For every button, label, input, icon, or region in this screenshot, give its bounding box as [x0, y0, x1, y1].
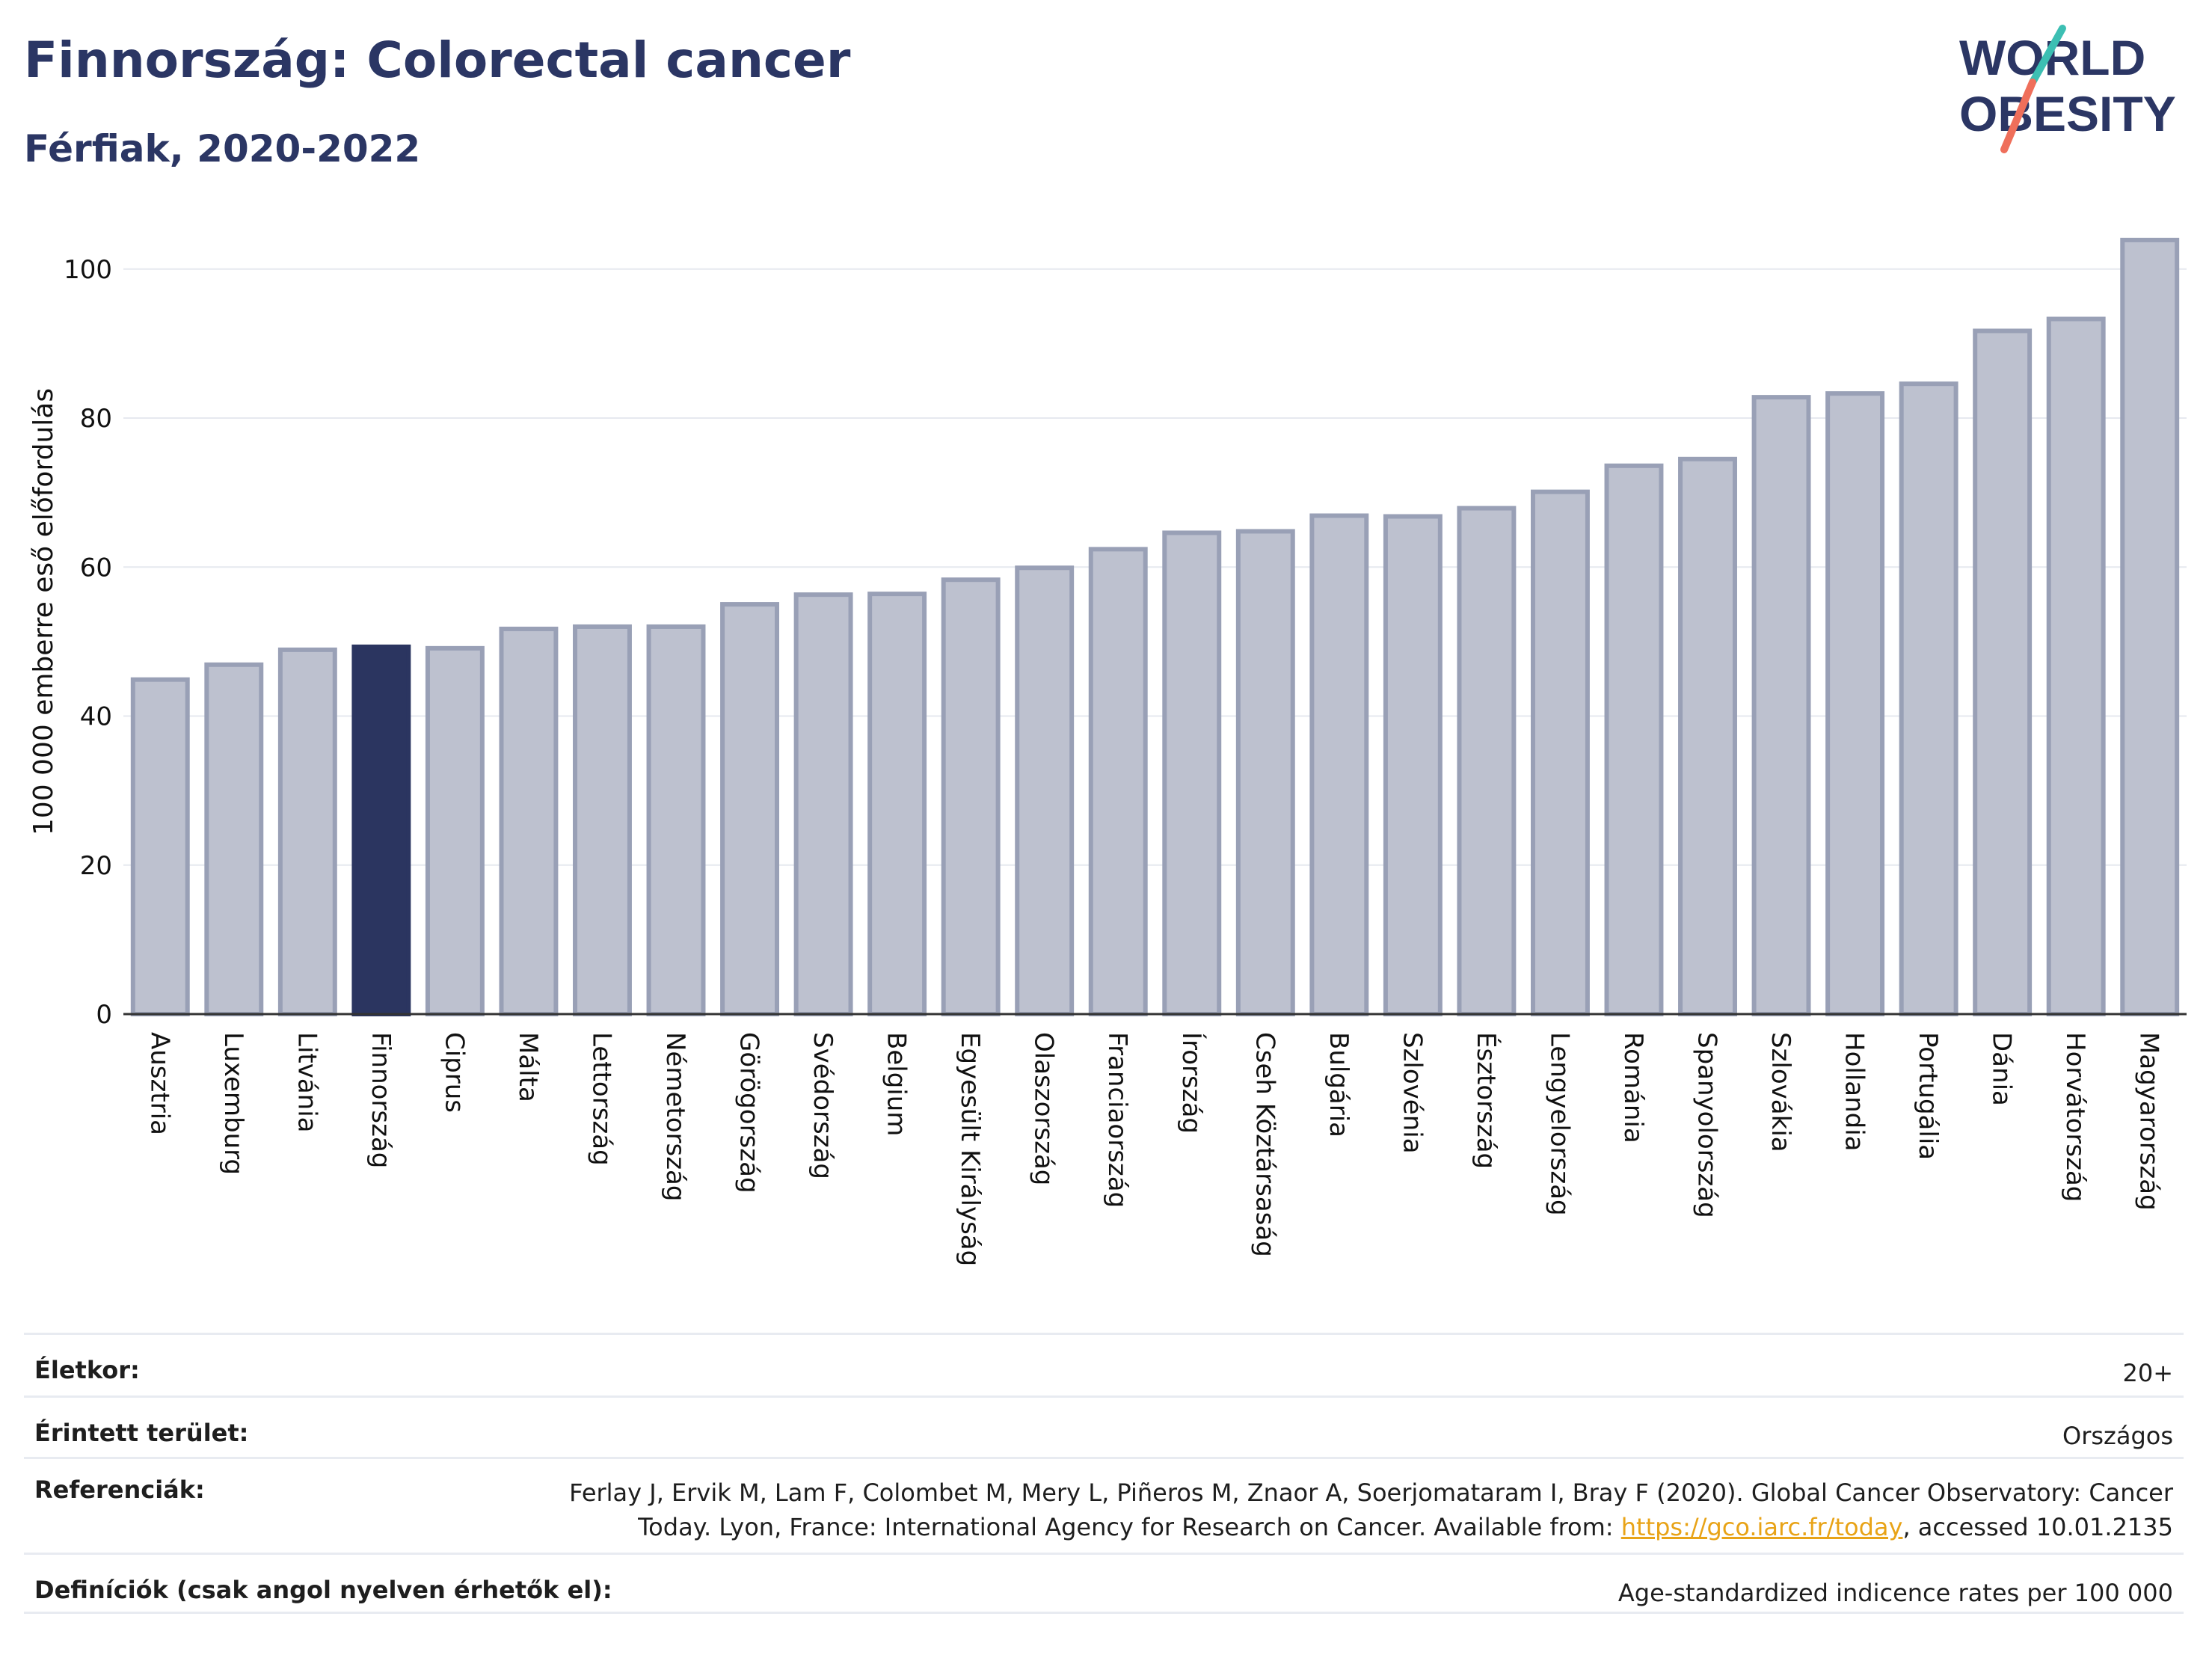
bar	[1309, 513, 1369, 1016]
x-tick-label: Málta	[513, 1032, 543, 1102]
x-tick-label: Egyesült Királyság	[955, 1032, 985, 1266]
meta-label-age: Életkor:	[34, 1356, 140, 1384]
y-tick-label: 20	[80, 851, 112, 881]
meta-row-definitions: Definíciók (csak angol nyelven érhetők e…	[24, 1553, 2184, 1614]
bar	[425, 645, 485, 1016]
x-tick-label: Lettország	[586, 1032, 616, 1166]
bar-chart: 0 20 40 60 80 100 100 000 emberre eső előfordu…	[28, 237, 2187, 1266]
x-tick-label: Portugália	[1913, 1032, 1943, 1160]
x-tick-label: Írország	[1176, 1032, 1207, 1134]
metadata-table: Életkor: 20+ Érintett terület: Országos …	[24, 1333, 2184, 1614]
bar	[277, 647, 337, 1016]
x-tick-label: Szlovákia	[1766, 1032, 1795, 1152]
bar	[1015, 565, 1075, 1016]
bar	[573, 624, 632, 1016]
x-tick-label: Luxemburg	[218, 1032, 248, 1175]
x-tick-label: Hollandia	[1840, 1032, 1870, 1152]
bar	[941, 577, 1001, 1016]
x-tick-label: Magyarország	[2134, 1032, 2164, 1211]
bar	[2046, 316, 2106, 1016]
x-tick-label: Svédország	[808, 1032, 838, 1179]
x-tick-label: Görögország	[734, 1032, 764, 1194]
reference-link[interactable]: https://gco.iarc.fr/today	[1620, 1513, 1903, 1541]
x-tick-label: Észtország	[1471, 1032, 1502, 1169]
bar	[1973, 328, 2033, 1016]
x-tick-label: Ausztria	[144, 1032, 174, 1135]
bar	[720, 602, 780, 1016]
meta-row-references: Referenciák: Ferlay J, Ervik M, Lam F, C…	[24, 1457, 2184, 1553]
logo-text-obesity: OBESITY	[1959, 86, 2176, 141]
x-tick-label: Románia	[1618, 1032, 1648, 1143]
y-axis-label: 100 000 emberre eső előfordulás	[28, 388, 59, 835]
meta-value-area: Országos	[2062, 1422, 2173, 1450]
bar	[1383, 514, 1443, 1016]
bar	[1825, 391, 1885, 1016]
world-obesity-logo: WORLD OBESITY	[1959, 25, 2176, 153]
bar	[1751, 395, 1811, 1016]
y-tick-label: 0	[96, 1000, 112, 1030]
y-tick-label: 80	[80, 404, 112, 434]
bar	[1457, 506, 1517, 1016]
x-tick-label: Horvátország	[2060, 1032, 2090, 1202]
reference-line-2-post: , accessed 10.01.2135	[1902, 1513, 2173, 1541]
bar	[2120, 237, 2180, 1016]
bar	[646, 624, 706, 1016]
meta-value-definitions: Age-standardized indicence rates per 100…	[1617, 1579, 2173, 1607]
bar	[130, 677, 190, 1016]
x-tick-label: Ciprus	[439, 1032, 469, 1113]
reference-line-1: Ferlay J, Ervik M, Lam F, Colombet M, Me…	[569, 1479, 2173, 1507]
bar	[351, 644, 411, 1016]
bar	[793, 592, 853, 1016]
logo-slash-teal	[2029, 25, 2066, 86]
logo-slash-coral	[2000, 79, 2036, 153]
bar	[1235, 529, 1295, 1016]
bar	[1678, 456, 1737, 1016]
x-tick-label: Olaszország	[1029, 1032, 1059, 1185]
x-tick-label: Dánia	[1987, 1032, 2017, 1106]
meta-row-area: Érintett terület: Országos	[24, 1395, 2184, 1457]
bar	[1530, 489, 1590, 1016]
y-tick-label: 60	[80, 553, 112, 583]
x-tick-label: Franciaország	[1102, 1032, 1132, 1208]
meta-value-age: 20+	[2122, 1359, 2173, 1387]
meta-row-age: Életkor: 20+	[24, 1333, 2184, 1395]
x-tick-label: Litvánia	[292, 1032, 322, 1133]
meta-label-references: Referenciák:	[34, 1476, 205, 1504]
bar	[1088, 547, 1148, 1016]
bar	[1162, 530, 1222, 1016]
bar	[204, 662, 264, 1017]
x-tick-label: Lengyelország	[1544, 1032, 1574, 1216]
chart-subtitle: Férfiak, 2020-2022	[24, 127, 421, 171]
meta-value-references: Ferlay J, Ervik M, Lam F, Colombet M, Me…	[569, 1476, 2173, 1544]
x-tick-label: Németország	[660, 1032, 690, 1201]
bar	[499, 626, 559, 1016]
y-tick-label: 40	[80, 702, 112, 732]
x-tick-label: Bulgária	[1324, 1032, 1354, 1137]
chart-title: Finnország: Colorectal cancer	[24, 31, 851, 89]
x-tick-label: Finnország	[366, 1032, 396, 1168]
meta-label-definitions: Definíciók (csak angol nyelven érhetők e…	[34, 1576, 612, 1604]
y-tick-label: 100	[64, 255, 112, 285]
bar	[867, 592, 927, 1016]
reference-line-2-pre: Today. Lyon, France: International Agenc…	[638, 1513, 1621, 1541]
x-tick-label: Spanyolország	[1692, 1032, 1722, 1218]
bar	[1899, 381, 1958, 1016]
x-tick-label: Belgium	[882, 1032, 912, 1136]
x-tick-label: Cseh Köztársaság	[1250, 1032, 1279, 1257]
bar	[1604, 463, 1664, 1016]
x-tick-label: Szlovénia	[1397, 1032, 1427, 1154]
meta-label-area: Érintett terület:	[34, 1419, 249, 1447]
